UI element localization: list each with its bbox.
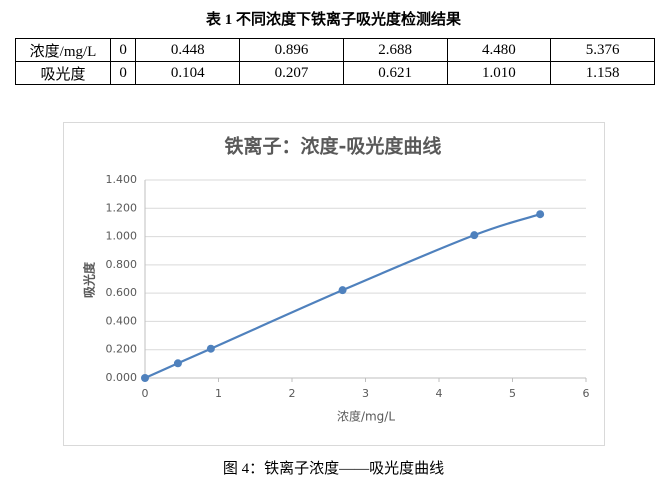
figure-caption: 图 4：铁离子浓度——吸光度曲线 <box>222 461 445 477</box>
y-tick-label: 0.800 <box>106 258 138 271</box>
data-point <box>338 286 347 295</box>
data-point <box>536 210 545 219</box>
table-cell: 1.010 <box>446 61 552 85</box>
x-tick-label: 4 <box>436 387 443 400</box>
table-cell: 0.207 <box>239 61 344 85</box>
chart-frame <box>63 122 605 446</box>
y-tick-label: 0.000 <box>106 371 138 384</box>
chart-title: 铁离子：浓度-吸光度曲线 <box>225 135 442 158</box>
table-cell: 5.376 <box>550 38 655 62</box>
y-tick-label: 0.400 <box>106 314 138 327</box>
table-cell: 2.688 <box>342 38 448 62</box>
y-tick-label: 1.000 <box>106 230 138 243</box>
data-point <box>470 231 479 240</box>
table-cell: 0.104 <box>135 61 241 85</box>
data-point <box>173 359 182 368</box>
y-tick-label: 0.600 <box>106 286 138 299</box>
x-tick-label: 6 <box>583 387 590 400</box>
table-cell: 0.621 <box>342 61 448 85</box>
x-tick-label: 2 <box>289 387 296 400</box>
x-tick-label: 3 <box>362 387 369 400</box>
table-row: 浓度/mg/L 0 0.448 0.896 2.688 4.480 5.376 <box>15 38 655 62</box>
y-tick-label: 1.400 <box>106 173 138 186</box>
data-point <box>206 344 215 353</box>
table-cell: 4.480 <box>446 38 552 62</box>
table-cell: 浓度/mg/L <box>15 38 111 62</box>
y-tick-label: 0.200 <box>106 343 138 356</box>
table-cell: 吸光度 <box>15 61 111 85</box>
y-axis-label: 吸光度 <box>82 261 97 298</box>
table-cell: 0.896 <box>239 38 344 62</box>
data-table: 浓度/mg/L 0 0.448 0.896 2.688 4.480 5.376 吸光度 0 0.1… <box>15 38 655 85</box>
x-tick-label: 1 <box>215 387 222 400</box>
data-point <box>141 374 149 382</box>
table-cell: 1.158 <box>550 61 655 85</box>
x-axis-label: 浓度/mg/L <box>337 409 395 424</box>
table-cell: 0 <box>109 61 137 85</box>
table-caption: 表 1 不同浓度下铁离子吸光度检测结果 <box>205 12 461 28</box>
table-row: 吸光度 0 0.104 0.207 0.621 1.010 1.158 <box>15 61 655 85</box>
y-tick-label: 1.200 <box>106 201 138 214</box>
chart: 铁离子：浓度-吸光度曲线 吸光度 浓度/mg/L 0.000 0.200 0.400… <box>63 122 605 446</box>
x-tick-label: 0 <box>142 387 149 400</box>
table-cell: 0.448 <box>135 38 241 62</box>
x-tick-label: 5 <box>509 387 516 400</box>
